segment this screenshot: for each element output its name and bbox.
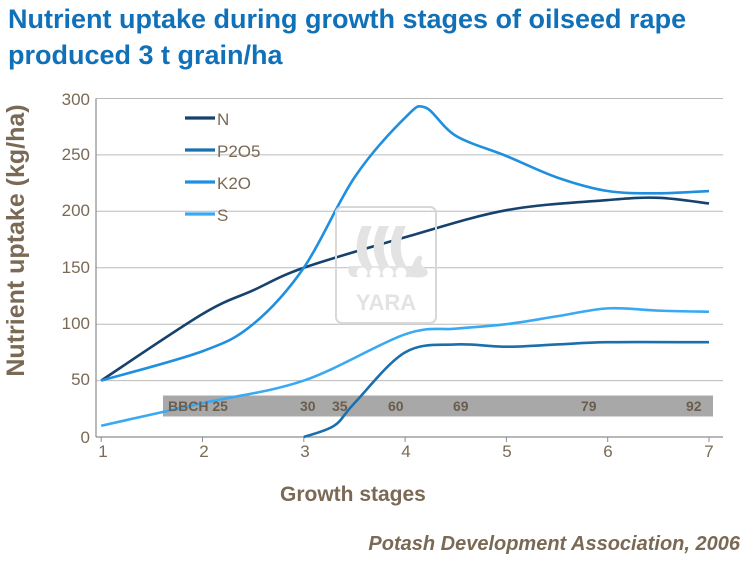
svg-text:YARA: YARA [356, 290, 416, 315]
